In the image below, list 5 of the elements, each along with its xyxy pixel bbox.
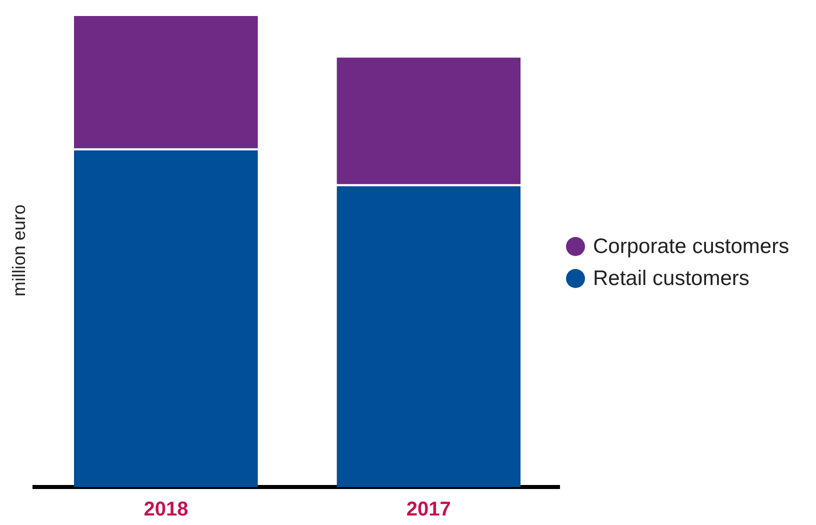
- x-tick-label: 2017: [406, 498, 451, 521]
- y-axis-title: million euro: [8, 204, 29, 297]
- legend-label: Retail customers: [593, 266, 750, 290]
- legend-label: Corporate customers: [593, 234, 790, 258]
- x-tick-label: 2018: [144, 498, 188, 521]
